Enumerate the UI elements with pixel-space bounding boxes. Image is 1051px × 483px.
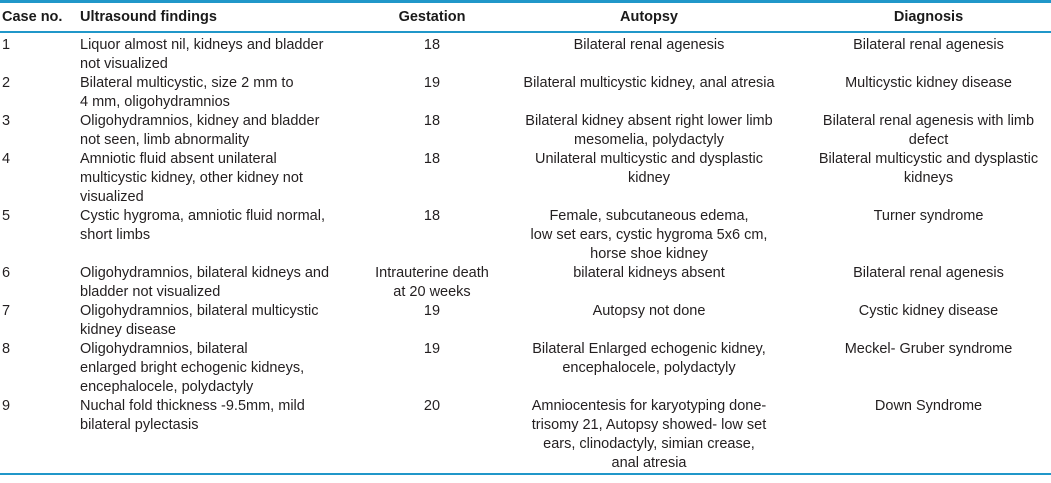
table-row-case-4: 4 Amniotic fluid absent unilateral multi… bbox=[0, 150, 1051, 207]
case-4-ultrasound: Amniotic fluid absent unilateral multicy… bbox=[80, 151, 303, 205]
case-1-ultrasound: Liquor almost nil, kidneys and bladder n… bbox=[80, 37, 324, 72]
case-5-diagnosis: Turner syndrome bbox=[873, 208, 984, 224]
case-1-gestation: 18 bbox=[423, 37, 441, 53]
case-2-gestation: 19 bbox=[423, 75, 441, 91]
table-row-case-8: 8 Oligohydramnios, bilateral enlarged br… bbox=[0, 340, 1051, 397]
case-2-autopsy: Bilateral multicystic kidney, anal atres… bbox=[523, 75, 775, 91]
case-8-ultrasound: Oligohydramnios, bilateral enlarged brig… bbox=[80, 341, 305, 395]
case-5-ultrasound: Cystic hygroma, amniotic fluid normal, s… bbox=[80, 208, 325, 243]
case-3-autopsy: Bilateral kidney absent right lower limb… bbox=[525, 113, 773, 148]
case-7-ultrasound: Oligohydramnios, bilateral multicystic k… bbox=[80, 303, 319, 338]
column-header-ultrasound: Ultrasound findings bbox=[78, 0, 372, 33]
case-4-number: 4 bbox=[2, 151, 11, 167]
table-header-row: Case no. Ultrasound findings Gestation A… bbox=[0, 0, 1051, 33]
case-2-number: 2 bbox=[2, 75, 11, 91]
case-8-number: 8 bbox=[2, 341, 11, 357]
case-6-gestation: Intrauterine death at 20 weeks bbox=[375, 265, 489, 300]
case-4-diagnosis: Bilateral multicystic and dysplastic kid… bbox=[818, 151, 1039, 186]
case-1-autopsy: Bilateral renal agenesis bbox=[573, 37, 725, 53]
case-9-gestation: 20 bbox=[423, 398, 441, 414]
column-header-diagnosis: Diagnosis bbox=[806, 0, 1051, 33]
case-7-number: 7 bbox=[2, 303, 11, 319]
case-9-autopsy: Amniocentesis for karyotyping done- tris… bbox=[531, 398, 767, 471]
case-6-diagnosis: Bilateral renal agenesis bbox=[853, 265, 1004, 281]
case-6-autopsy: bilateral kidneys absent bbox=[573, 265, 725, 281]
column-header-gestation: Gestation bbox=[372, 0, 492, 33]
case-6-ultrasound: Oligohydramnios, bilateral kidneys and b… bbox=[80, 265, 330, 300]
case-3-number: 3 bbox=[2, 113, 11, 129]
case-3-gestation: 18 bbox=[423, 113, 441, 129]
case-3-ultrasound: Oligohydramnios, kidney and bladder not … bbox=[80, 113, 320, 148]
table-row-case-3: 3 Oligohydramnios, kidney and bladder no… bbox=[0, 112, 1051, 150]
case-8-diagnosis: Meckel- Gruber syndrome bbox=[844, 341, 1013, 357]
case-5-gestation: 18 bbox=[423, 208, 441, 224]
case-2-ultrasound: Bilateral multicystic, size 2 mm to 4 mm… bbox=[80, 75, 294, 110]
case-6-number: 6 bbox=[2, 265, 11, 281]
table-row-case-1: 1 Liquor almost nil, kidneys and bladder… bbox=[0, 32, 1051, 74]
case-9-ultrasound: Nuchal fold thickness -9.5mm, mild bilat… bbox=[80, 398, 305, 433]
column-header-case-no: Case no. bbox=[0, 0, 78, 33]
case-3-diagnosis: Bilateral renal agenesis with limb defec… bbox=[822, 113, 1035, 148]
case-5-autopsy: Female, subcutaneous edema, low set ears… bbox=[530, 208, 768, 262]
case-1-number: 1 bbox=[2, 37, 11, 53]
table-row-case-7: 7 Oligohydramnios, bilateral multicystic… bbox=[0, 302, 1051, 340]
case-8-autopsy: Bilateral Enlarged echogenic kidney, enc… bbox=[532, 341, 766, 376]
table-row-case-5: 5 Cystic hygroma, amniotic fluid normal,… bbox=[0, 207, 1051, 264]
case-1-diagnosis: Bilateral renal agenesis bbox=[853, 37, 1004, 53]
case-4-autopsy: Unilateral multicystic and dysplastic ki… bbox=[534, 151, 764, 186]
case-9-number: 9 bbox=[2, 398, 11, 414]
table-row-case-6: 6 Oligohydramnios, bilateral kidneys and… bbox=[0, 264, 1051, 302]
case-9-diagnosis: Down Syndrome bbox=[874, 398, 983, 414]
table-row-case-2: 2 Bilateral multicystic, size 2 mm to 4 … bbox=[0, 74, 1051, 112]
table-row-case-9: 9 Nuchal fold thickness -9.5mm, mild bil… bbox=[0, 397, 1051, 474]
case-5-number: 5 bbox=[2, 208, 11, 224]
column-header-autopsy: Autopsy bbox=[492, 0, 806, 33]
case-8-gestation: 19 bbox=[423, 341, 441, 357]
case-4-gestation: 18 bbox=[423, 151, 441, 167]
case-7-gestation: 19 bbox=[423, 303, 441, 319]
case-7-autopsy: Autopsy not done bbox=[592, 303, 706, 319]
case-2-diagnosis: Multicystic kidney disease bbox=[845, 75, 1012, 91]
case-7-diagnosis: Cystic kidney disease bbox=[858, 303, 999, 319]
